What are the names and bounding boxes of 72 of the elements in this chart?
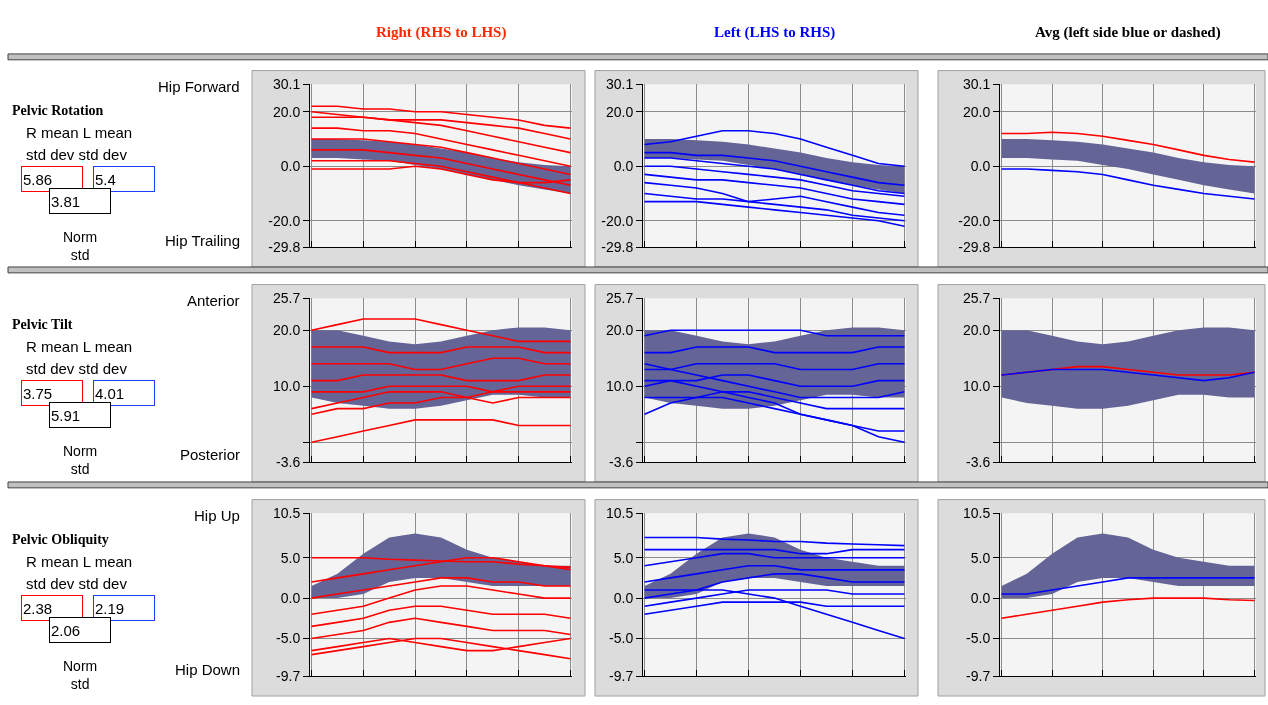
text: 5.91 — [51, 406, 81, 424]
text: R mean L mean — [26, 124, 133, 141]
text: Posterior — [180, 446, 241, 463]
y-tick-label: 5.0 — [280, 549, 301, 566]
y-tick-label: 20.0 — [272, 322, 301, 339]
text: 3.81 — [51, 192, 81, 210]
y-tick-label: 0.0 — [280, 590, 301, 607]
text: 2.38 — [23, 599, 53, 617]
y-tick-label: 5.0 — [970, 549, 991, 566]
y-tick-label: -5.0 — [609, 630, 634, 647]
text: Hip Down — [175, 661, 241, 678]
y-tick-label: 20.0 — [962, 322, 991, 339]
y-tick-label: 20.0 — [605, 103, 634, 120]
text: Hip Up — [194, 507, 240, 524]
text: 3.75 — [23, 384, 53, 402]
text: 5.86 — [23, 170, 53, 188]
text: R mean L mean — [26, 338, 133, 355]
chart-title: Right (RHS to LHS) — [376, 24, 507, 41]
y-tick-label: 30.1 — [605, 76, 634, 93]
y-tick-label: 0.0 — [970, 590, 991, 607]
y-tick-label: 30.1 — [962, 76, 991, 93]
y-tick-label: 0.0 — [280, 158, 301, 175]
text: Norm std — [63, 443, 98, 478]
y-tick-label: 0.0 — [613, 158, 634, 175]
y-tick-label: -5.0 — [276, 630, 301, 647]
y-tick-label: -3.6 — [609, 454, 634, 471]
y-tick-label: -29.8 — [268, 239, 301, 256]
y-tick-label: -29.8 — [601, 239, 634, 256]
text: Pelvic Obliquity — [12, 532, 109, 547]
y-tick-label: -9.7 — [966, 668, 991, 685]
y-tick-label: 10.0 — [962, 378, 991, 395]
y-tick-label: 10.5 — [272, 505, 301, 522]
y-tick-label: 30.1 — [272, 76, 301, 93]
text: Norm std — [63, 229, 98, 264]
y-tick-label: -3.6 — [276, 454, 301, 471]
y-tick-label: -3.6 — [966, 454, 991, 471]
text: Norm std — [63, 658, 98, 693]
y-tick-label: 10.5 — [605, 505, 634, 522]
chart-title: Avg (left side blue or dashed) — [1035, 24, 1221, 41]
y-tick-label: -20.0 — [601, 212, 634, 229]
chart-title: Left (LHS to RHS) — [714, 24, 836, 41]
text: Hip Trailing — [165, 232, 241, 249]
y-tick-label: -9.7 — [609, 668, 634, 685]
text: Pelvic Rotation — [12, 103, 104, 118]
text: std dev std dev — [26, 575, 128, 592]
y-tick-label: 25.7 — [272, 290, 301, 307]
y-tick-label: -9.7 — [276, 668, 301, 685]
y-tick-label: 20.0 — [962, 103, 991, 120]
y-tick-label: 20.0 — [605, 322, 634, 339]
text: Anterior — [187, 292, 240, 309]
text: Pelvic Tilt — [12, 317, 73, 332]
text: 2.06 — [51, 621, 81, 639]
text: std dev std dev — [26, 360, 128, 377]
y-tick-label: 10.0 — [272, 378, 301, 395]
text: R mean L mean — [26, 553, 133, 570]
text: std dev std dev — [26, 146, 128, 163]
y-tick-label: -5.0 — [966, 630, 991, 647]
y-tick-label: -29.8 — [958, 239, 991, 256]
y-tick-label: 10.0 — [605, 378, 634, 395]
y-tick-label: -20.0 — [268, 212, 301, 229]
y-tick-label: 10.5 — [962, 505, 991, 522]
text: Hip Forward — [158, 78, 240, 95]
y-tick-label: 25.7 — [605, 290, 634, 307]
y-tick-label: 25.7 — [962, 290, 991, 307]
y-tick-label: 0.0 — [613, 590, 634, 607]
y-tick-label: 20.0 — [272, 103, 301, 120]
text: 2.19 — [95, 599, 125, 617]
y-tick-label: 0.0 — [970, 158, 991, 175]
text: 5.4 — [95, 170, 116, 188]
y-tick-label: -20.0 — [958, 212, 991, 229]
text: 4.01 — [95, 384, 125, 402]
y-tick-label: 5.0 — [613, 549, 634, 566]
